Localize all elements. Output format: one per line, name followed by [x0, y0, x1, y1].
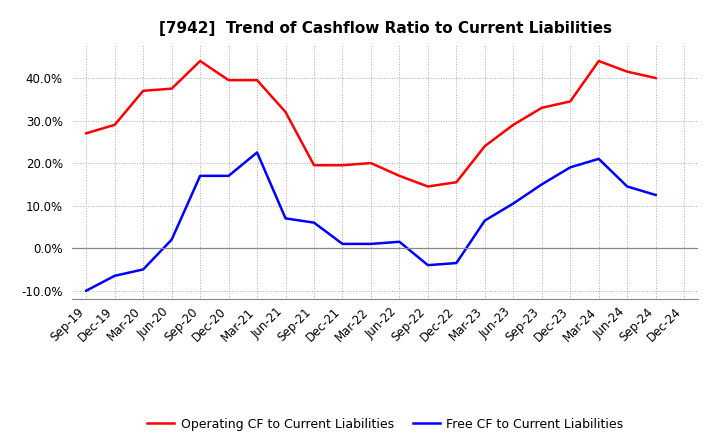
Free CF to Current Liabilities	[566, 165, 575, 170]
Free CF to Current Liabilities	[395, 239, 404, 245]
Free CF to Current Liabilities	[139, 267, 148, 272]
Operating CF to Current Liabilities	[338, 162, 347, 168]
Line: Free CF to Current Liabilities: Free CF to Current Liabilities	[86, 153, 656, 291]
Operating CF to Current Liabilities	[623, 69, 631, 74]
Operating CF to Current Liabilities	[253, 77, 261, 83]
Operating CF to Current Liabilities	[395, 173, 404, 179]
Operating CF to Current Liabilities	[595, 59, 603, 64]
Free CF to Current Liabilities	[282, 216, 290, 221]
Operating CF to Current Liabilities	[366, 161, 375, 166]
Free CF to Current Liabilities	[366, 241, 375, 246]
Free CF to Current Liabilities	[652, 192, 660, 198]
Free CF to Current Liabilities	[509, 201, 518, 206]
Line: Operating CF to Current Liabilities: Operating CF to Current Liabilities	[86, 61, 656, 187]
Operating CF to Current Liabilities	[537, 105, 546, 110]
Operating CF to Current Liabilities	[652, 75, 660, 81]
Operating CF to Current Liabilities	[310, 162, 318, 168]
Free CF to Current Liabilities	[480, 218, 489, 223]
Operating CF to Current Liabilities	[452, 180, 461, 185]
Operating CF to Current Liabilities	[225, 77, 233, 83]
Title: [7942]  Trend of Cashflow Ratio to Current Liabilities: [7942] Trend of Cashflow Ratio to Curren…	[158, 21, 612, 36]
Free CF to Current Liabilities	[537, 182, 546, 187]
Free CF to Current Liabilities	[338, 241, 347, 246]
Free CF to Current Liabilities	[82, 288, 91, 293]
Free CF to Current Liabilities	[196, 173, 204, 179]
Free CF to Current Liabilities	[225, 173, 233, 179]
Operating CF to Current Liabilities	[509, 122, 518, 128]
Legend: Operating CF to Current Liabilities, Free CF to Current Liabilities: Operating CF to Current Liabilities, Fre…	[142, 413, 629, 436]
Free CF to Current Liabilities	[423, 263, 432, 268]
Free CF to Current Liabilities	[452, 260, 461, 266]
Operating CF to Current Liabilities	[480, 143, 489, 149]
Free CF to Current Liabilities	[253, 150, 261, 155]
Operating CF to Current Liabilities	[110, 122, 119, 128]
Free CF to Current Liabilities	[167, 237, 176, 242]
Operating CF to Current Liabilities	[423, 184, 432, 189]
Operating CF to Current Liabilities	[167, 86, 176, 92]
Operating CF to Current Liabilities	[139, 88, 148, 93]
Operating CF to Current Liabilities	[196, 59, 204, 64]
Free CF to Current Liabilities	[110, 273, 119, 279]
Operating CF to Current Liabilities	[82, 131, 91, 136]
Free CF to Current Liabilities	[310, 220, 318, 225]
Operating CF to Current Liabilities	[566, 99, 575, 104]
Operating CF to Current Liabilities	[282, 110, 290, 115]
Free CF to Current Liabilities	[623, 184, 631, 189]
Free CF to Current Liabilities	[595, 156, 603, 161]
